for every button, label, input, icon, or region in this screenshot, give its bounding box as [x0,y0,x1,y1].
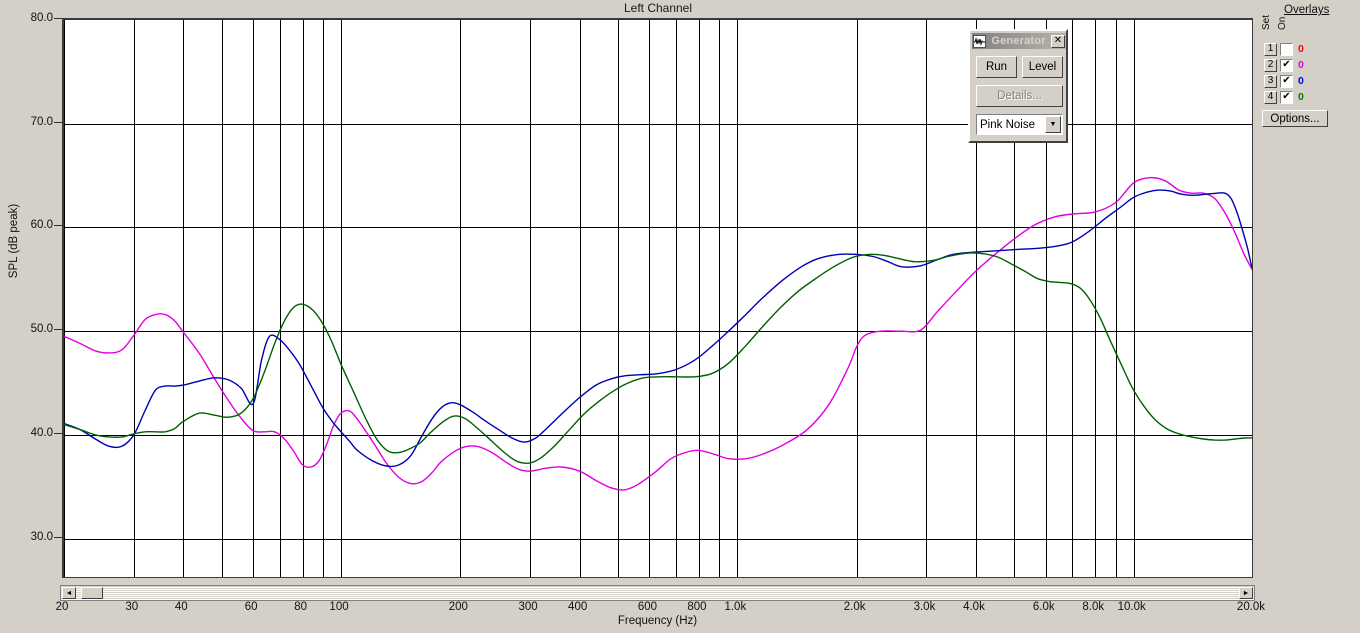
chart-title: Left Channel [623,1,693,15]
x-axis-title: Frequency (Hz) [617,615,698,627]
x-axis-tick-label: 20.0k [1236,601,1266,613]
overlay-enable-checkbox-3[interactable]: ✔ [1280,74,1293,88]
spl-frequency-response-chart [64,20,1252,577]
y-axis-tick-mark [54,225,62,226]
x-axis-tick-label: 3.0k [913,601,936,613]
x-axis-tick-label: 2.0k [843,601,866,613]
overlays-set-header: Set [1261,14,1272,30]
waveform-glyph [974,36,985,46]
overlay-row: 2 ✔ 0 [1264,58,1304,72]
plot-area[interactable] [62,18,1253,578]
overlay-set-button-3[interactable]: 3 [1264,74,1277,88]
horizontal-scrollbar[interactable]: ◄ ► [60,585,1255,601]
x-axis: Frequency (Hz) 20 30 40 60 80 100 200 300 400 600… [0,592,1360,633]
y-axis-tick-label: 40.0 [30,426,53,439]
x-axis-tick-label: 40 [174,601,188,613]
chevron-down-icon[interactable]: ▼ [1045,116,1061,133]
scroll-left-arrow-icon[interactable]: ◄ [62,587,76,599]
y-axis-tick-mark [54,537,62,538]
scrollbar-thumb[interactable] [81,587,103,599]
overlay-set-button-1[interactable]: 1 [1264,42,1277,56]
y-axis-tick-mark [54,18,62,19]
close-icon[interactable]: ✕ [1051,34,1065,48]
x-axis-tick-label: 8.0k [1082,601,1105,613]
y-axis-tick-label: 70.0 [30,115,53,128]
generator-title: Generator [991,35,1046,47]
x-axis-tick-label: 200 [448,601,468,613]
signal-type-select[interactable]: Pink Noise ▼ [976,114,1063,135]
x-axis-tick-label: 400 [568,601,588,613]
overlay-value-4: 0 [1298,90,1304,103]
overlay-set-button-2[interactable]: 2 [1264,58,1277,72]
overlay-enable-checkbox-1[interactable] [1280,42,1293,56]
generator-titlebar[interactable]: Generator ✕ [972,33,1066,49]
series-line-set-4 [64,252,1252,464]
x-axis-tick-label: 20 [55,601,69,613]
x-axis-tick-label: 600 [637,601,658,613]
y-axis-title: SPL (dB peak) [8,203,20,279]
generator-dialog[interactable]: Generator ✕ Run Level Details... Pink No… [968,29,1068,143]
overlay-value-3: 0 [1298,74,1304,87]
y-axis-tick-label: 30.0 [30,530,53,543]
y-axis-tick-mark [54,433,62,434]
y-axis-tick-label: 60.0 [30,219,53,232]
y-axis-tick-mark [54,122,62,123]
run-button[interactable]: Run [976,56,1017,78]
waveform-icon [973,34,986,48]
scroll-right-arrow-icon[interactable]: ► [1239,587,1253,599]
series-line-set-2 [64,176,1252,491]
series-line-set-3 [64,189,1252,468]
details-button[interactable]: Details... [976,85,1063,107]
y-axis: SPL (dB peak) 80.0 70.0 60.0 50.0 40.0 30.0 [0,0,62,580]
overlay-value-1: 0 [1298,42,1304,55]
overlays-panel: Overlays Set On 1 0 2 ✔ 0 3 ✔ 0 4 ✔ 0 Options... [1258,4,1358,134]
level-button[interactable]: Level [1022,56,1063,78]
x-axis-tick-label: 1.0k [724,601,747,613]
overlay-enable-checkbox-2[interactable]: ✔ [1280,58,1293,72]
x-axis-tick-label: 30 [125,601,139,613]
overlays-options-button[interactable]: Options... [1262,110,1328,127]
x-axis-tick-label: 80 [294,601,308,613]
x-axis-tick-label: 60 [244,601,258,613]
overlay-value-2: 0 [1298,58,1304,71]
y-axis-tick-mark [54,329,62,330]
y-axis-tick-label: 80.0 [30,12,53,24]
x-axis-tick-label: 6.0k [1032,601,1055,613]
x-axis-tick-label: 10.0k [1117,601,1146,613]
signal-type-value: Pink Noise [980,118,1035,131]
overlays-title: Overlays [1284,4,1330,16]
x-axis-tick-label: 100 [329,601,349,613]
x-axis-tick-label: 800 [687,601,707,613]
overlay-set-button-4[interactable]: 4 [1264,90,1277,104]
overlay-enable-checkbox-4[interactable]: ✔ [1280,90,1293,104]
x-axis-tick-label: 4.0k [963,601,985,613]
overlay-row: 3 ✔ 0 [1264,74,1304,88]
y-axis-tick-label: 50.0 [30,323,53,336]
generator-body: Run Level Details... Pink Noise ▼ [972,51,1066,141]
overlay-row: 4 ✔ 0 [1264,90,1304,104]
overlays-on-header: On [1277,16,1288,30]
x-axis-tick-label: 300 [518,601,538,613]
